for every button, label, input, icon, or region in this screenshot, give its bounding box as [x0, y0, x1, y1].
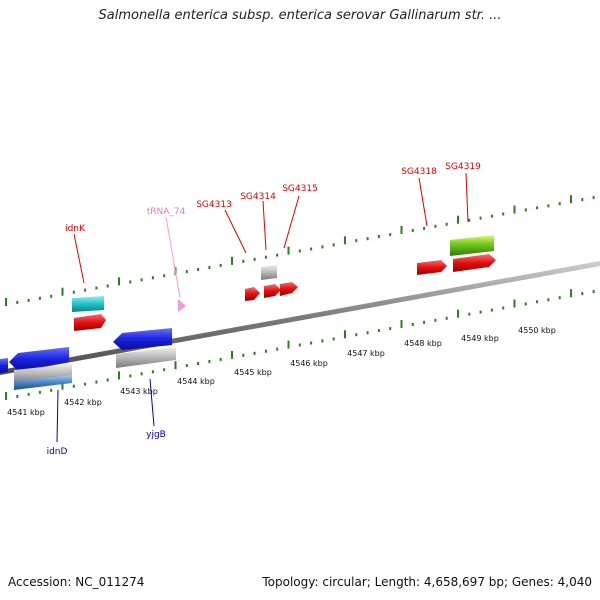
idnK-gene-arrow[interactable]	[74, 314, 106, 331]
kbp-label: 4548 kbp	[404, 339, 442, 348]
SG4319-leader	[465, 172, 469, 223]
gene-label-layer: idnK tRNA_74 SG4313 SG4314 SG4315 SG4318…	[47, 162, 481, 457]
left-edge-blue-gene[interactable]	[0, 358, 8, 373]
kbp-label: 4547 kbp	[347, 349, 385, 358]
idnD-gene-arrow[interactable]	[9, 347, 69, 371]
gene-label-tRNA_74[interactable]: tRNA_74	[147, 207, 186, 217]
SG4319-gene-arrow[interactable]	[453, 254, 496, 272]
idnK-gene-cyan[interactable]	[72, 296, 104, 312]
upper-tick-track	[5, 195, 595, 306]
idnD-leader	[56, 389, 59, 443]
kbp-label: 4541 kbp	[7, 408, 45, 417]
SG4315-leader	[283, 195, 300, 249]
SG4319-gene-green[interactable]	[450, 235, 494, 256]
organism-title: Salmonella enterica subsp. enterica sero…	[98, 8, 502, 23]
tRNA_74-leader	[165, 216, 181, 299]
SG4314-gene-gray[interactable]	[261, 265, 277, 280]
kbp-label-layer: 4541 kbp 4542 kbp 4543 kbp 4544 kbp 4545…	[7, 326, 556, 417]
SG4314-leader	[262, 200, 267, 251]
gene-label-yjgB[interactable]: yjgB	[146, 430, 166, 440]
genome-summary-text: Topology: circular; Length: 4,658,697 bp…	[262, 575, 592, 589]
SG4315-gene[interactable]	[280, 282, 298, 296]
gene-label-SG4314[interactable]: SG4314	[240, 192, 276, 202]
gene-label-SG4313[interactable]: SG4313	[196, 200, 232, 210]
kbp-label: 4546 kbp	[290, 359, 328, 368]
gene-label-SG4319[interactable]: SG4319	[445, 162, 481, 172]
SG4318-gene[interactable]	[417, 260, 447, 275]
kbp-label: 4543 kbp	[120, 387, 158, 396]
yjgB-gene-gray[interactable]	[116, 347, 176, 368]
kbp-label: 4549 kbp	[461, 334, 499, 343]
kbp-label: 4545 kbp	[234, 368, 272, 377]
idnD-gene-lightblue[interactable]	[14, 375, 72, 390]
accession-text: Accession: NC_011274	[8, 575, 145, 589]
gene-label-idnK[interactable]: idnK	[65, 224, 86, 234]
kbp-label: 4550 kbp	[518, 326, 556, 335]
gene-label-SG4315[interactable]: SG4315	[282, 184, 318, 194]
tRNA_74-feature[interactable]	[178, 299, 186, 312]
yjgB-gene-arrow[interactable]	[113, 328, 172, 350]
SG4318-leader	[418, 177, 428, 227]
SG4314-gene[interactable]	[264, 284, 281, 298]
kbp-label: 4542 kbp	[64, 398, 102, 407]
idnK-leader	[73, 233, 85, 284]
SG4313-leader	[224, 209, 247, 254]
gene-label-SG4318[interactable]: SG4318	[401, 167, 437, 177]
gene-label-idnD[interactable]: idnD	[47, 447, 68, 457]
yjgB-leader	[149, 378, 155, 427]
lower-tick-track	[5, 289, 595, 400]
kbp-label: 4544 kbp	[177, 377, 215, 386]
idnD-gene-gray[interactable]	[14, 364, 72, 383]
SG4313-gene[interactable]	[245, 287, 260, 301]
